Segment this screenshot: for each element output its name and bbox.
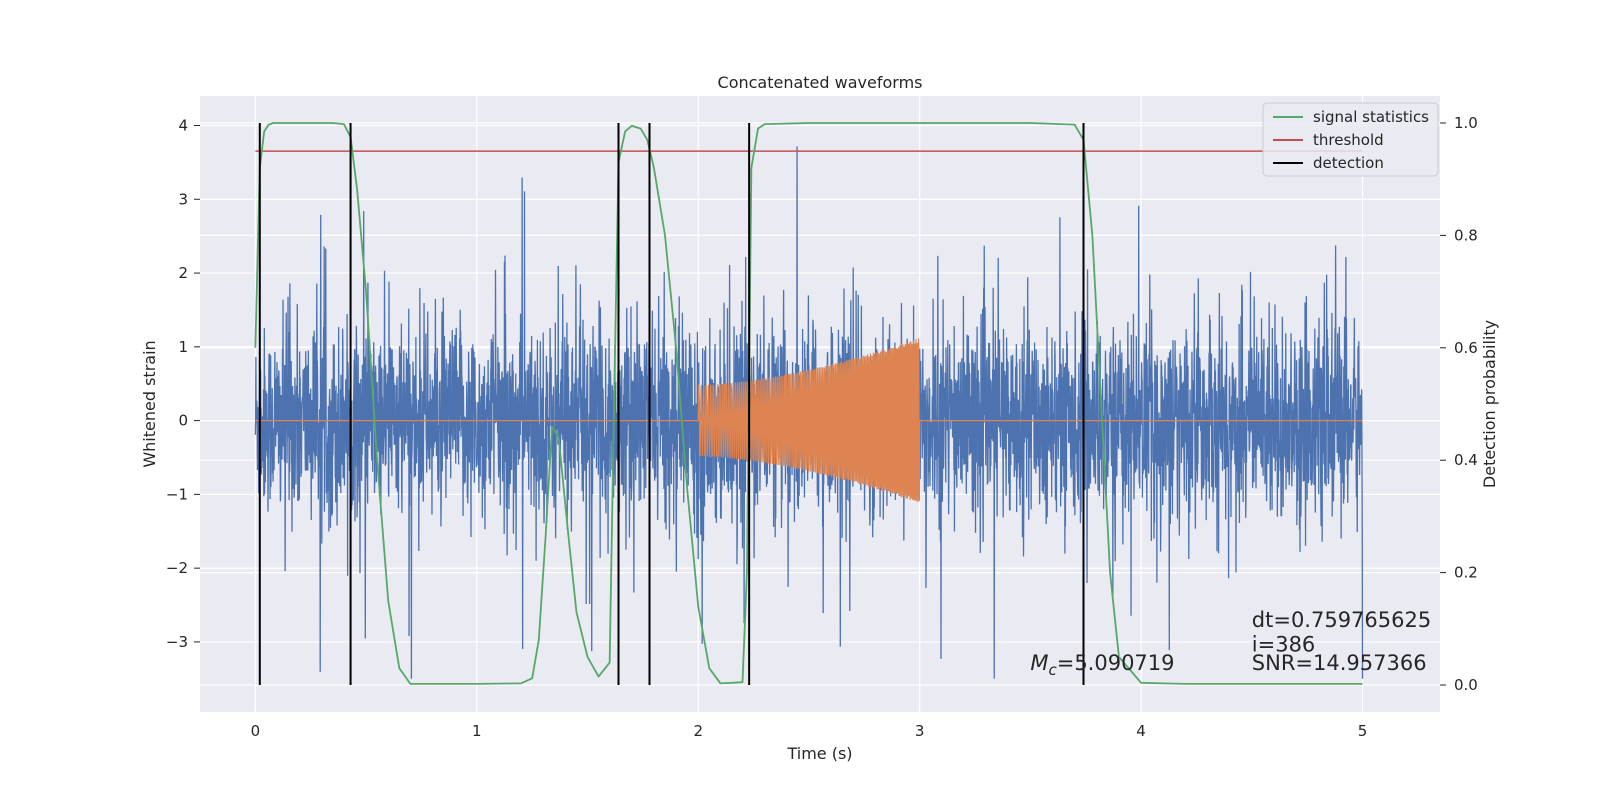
y2-tick-label: 1.0	[1454, 114, 1478, 132]
x-tick-label: 4	[1136, 722, 1146, 740]
legend-box	[1262, 102, 1439, 177]
x-tick-label: 0	[251, 722, 261, 740]
y-axis-right: 0.0 0.2 0.4 0.6 0.8 1.0	[1440, 114, 1478, 694]
annotation-symbol: M	[1030, 651, 1048, 675]
legend-label: detection	[1313, 154, 1384, 172]
y2-tick-label: 0.0	[1454, 676, 1478, 694]
annotation-text: i=386	[1252, 633, 1316, 657]
chart-title: Concatenated waveforms	[718, 73, 923, 92]
legend-label: threshold	[1313, 131, 1384, 149]
x-tick-label: 1	[472, 722, 482, 740]
y-axis-left: −3 −2 −1 0 1 2 3 4	[166, 117, 200, 651]
x-axis: 0 1 2 3 4 5	[251, 722, 1368, 740]
y-axis-title: Whitened strain	[140, 340, 159, 467]
x-tick-label: 5	[1358, 722, 1368, 740]
y2-axis-title: Detection probability	[1480, 320, 1499, 488]
y-tick-label: 3	[178, 190, 188, 208]
y-tick-label: −1	[166, 485, 188, 503]
signal-statistics-line	[254, 122, 1363, 685]
chirp-series	[255, 338, 1363, 502]
y2-tick-label: 0.8	[1454, 226, 1478, 244]
y-tick-label: 4	[178, 117, 188, 135]
y2-tick-label: 0.6	[1454, 339, 1478, 357]
x-tick-label: 2	[693, 722, 703, 740]
annotation-subscript: c	[1048, 661, 1057, 679]
x-tick-label: 3	[915, 722, 925, 740]
annotation-value: =5.090719	[1057, 651, 1175, 675]
annotation-text: SNR=14.957366	[1252, 651, 1427, 675]
y-tick-label: 2	[178, 264, 188, 282]
y-tick-label: 0	[178, 412, 188, 430]
y2-grid	[200, 122, 1440, 686]
y2-tick-label: 0.4	[1454, 451, 1478, 469]
y-tick-label: 1	[178, 338, 188, 356]
annotation-text: dt=0.759765625	[1252, 608, 1431, 632]
legend-label: signal statistics	[1313, 108, 1429, 126]
y-tick-label: −2	[166, 559, 188, 577]
y-tick-label: −3	[166, 633, 188, 651]
noise-series	[254, 146, 1364, 679]
y2-tick-label: 0.2	[1454, 564, 1478, 582]
plot-area	[254, 122, 1364, 686]
annotation-text: Mc=5.090719	[1030, 651, 1174, 679]
x-axis-title: Time (s)	[786, 744, 852, 763]
legend: signal statistics threshold detection	[1262, 102, 1439, 177]
